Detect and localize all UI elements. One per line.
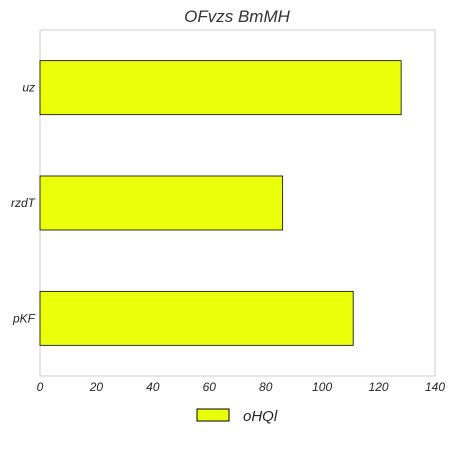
- chart-title: OFvzs BmMH: [184, 7, 290, 26]
- bar-pKF: [39, 290, 354, 346]
- legend-label: oHQl: [243, 408, 278, 425]
- x-tick-label: 140: [425, 380, 445, 394]
- y-tick-labels: pKF rzdT uz: [11, 81, 37, 326]
- bars-group: [39, 60, 402, 346]
- y-tick-label: uz: [22, 81, 35, 95]
- legend: oHQl: [196, 408, 278, 425]
- x-tick-label: 60: [203, 380, 217, 394]
- x-tick-label: 100: [312, 380, 332, 394]
- bar-uz: [39, 60, 402, 116]
- legend-swatch: [196, 408, 230, 422]
- x-tick-labels: 0 20 40 60 80 100 120 140: [37, 380, 446, 394]
- y-tick-label: pKF: [12, 311, 36, 325]
- x-tick-label: 80: [259, 380, 273, 394]
- x-tick-label: 20: [89, 380, 104, 394]
- x-tick-label: 0: [37, 380, 44, 394]
- y-tick-label: rzdT: [11, 196, 37, 210]
- x-tick-label: 40: [146, 380, 160, 394]
- bar-rzdT: [39, 175, 284, 231]
- x-tick-label: 120: [369, 380, 389, 394]
